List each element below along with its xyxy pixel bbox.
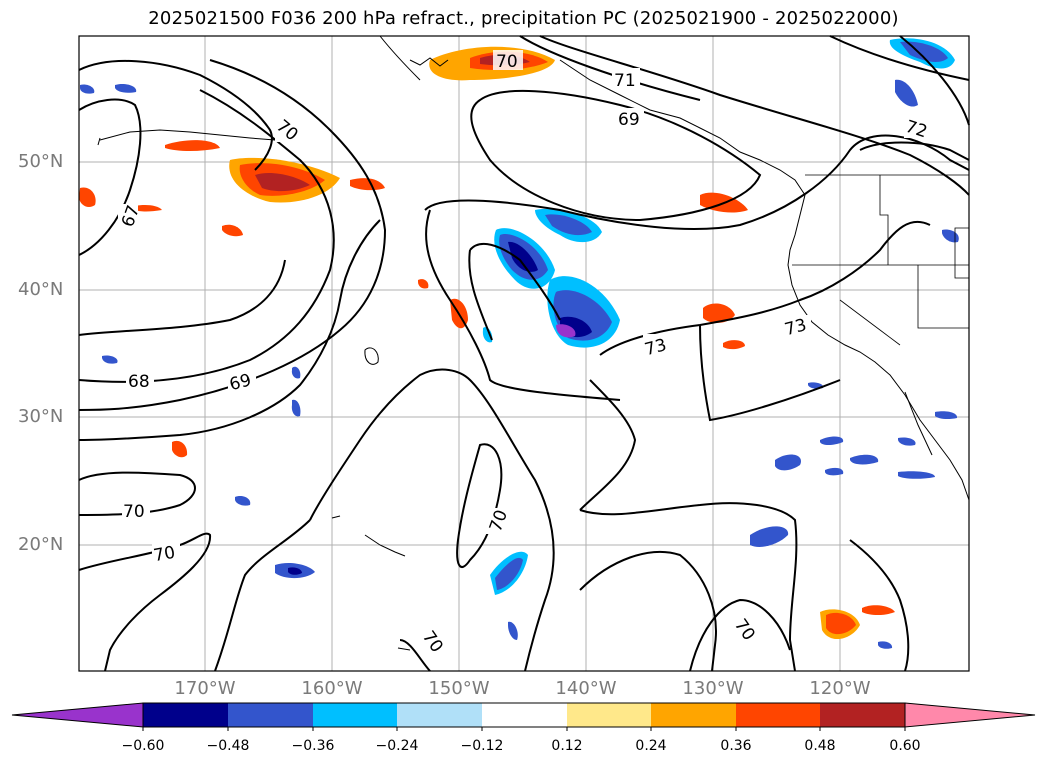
colorbar-segment <box>820 703 905 727</box>
contours <box>78 35 970 672</box>
colorbar-tick: −0.24 <box>375 738 419 754</box>
colorbar-tick: 0.24 <box>635 738 667 754</box>
lat-label: 30°N <box>18 406 64 427</box>
colorbar-segment <box>736 703 820 727</box>
colorbar-tick: 0.60 <box>889 738 921 754</box>
precip-negative <box>80 38 959 649</box>
colorbar <box>11 702 1036 731</box>
lon-label: 120°W <box>809 678 871 699</box>
coastlines <box>97 35 970 651</box>
lon-label: 130°W <box>682 678 744 699</box>
contour-label-group: 70 71 69 72 70 67 73 73 68 69 70 70 70 7… <box>118 50 932 657</box>
colorbar-tick: −0.36 <box>291 738 335 754</box>
colorbar-tick: −0.12 <box>460 738 504 754</box>
lon-label: 150°W <box>428 678 490 699</box>
colorbar-segment <box>143 703 228 727</box>
contour-label: 71 <box>614 71 636 91</box>
contour-label: 70 <box>496 52 518 72</box>
colorbar-segment <box>313 703 397 727</box>
lat-label: 50°N <box>18 151 64 172</box>
colorbar-extend-low <box>11 702 144 728</box>
colorbar-segment <box>397 703 482 727</box>
lon-label: 160°W <box>301 678 363 699</box>
colorbar-tick: −0.60 <box>121 738 165 754</box>
map-title: 2025021500 F036 200 hPa refract., precip… <box>148 8 899 29</box>
colorbar-tick: −0.48 <box>206 738 250 754</box>
contour-label: 70 <box>152 543 177 566</box>
lat-label: 40°N <box>18 279 64 300</box>
contour-label: 69 <box>618 110 640 130</box>
colorbar-segment <box>228 703 313 727</box>
lon-label: 170°W <box>174 678 236 699</box>
contour-label: 68 <box>128 372 150 392</box>
colorbar-segment <box>567 703 651 727</box>
colorbar-segment <box>482 703 567 727</box>
lon-label: 140°W <box>555 678 617 699</box>
colorbar-tick: 0.36 <box>720 738 752 754</box>
lat-label: 20°N <box>18 534 64 555</box>
map-background <box>79 36 969 671</box>
map-border <box>78 35 970 672</box>
colorbar-extend-high <box>904 702 1036 728</box>
colorbar-segment <box>651 703 736 727</box>
colorbar-tick: 0.48 <box>804 738 836 754</box>
colorbar-tick: 0.12 <box>551 738 583 754</box>
contour-label: 70 <box>123 502 145 522</box>
